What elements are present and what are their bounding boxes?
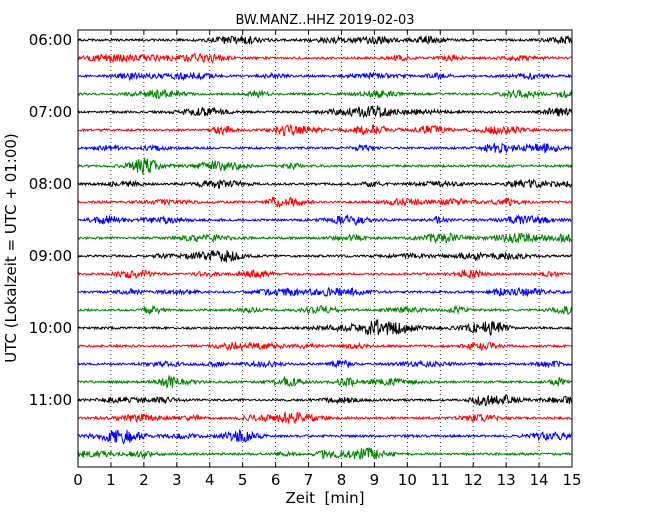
trace-line <box>77 232 572 245</box>
x-tick-label: 2 <box>139 471 149 489</box>
trace-line <box>77 178 572 189</box>
y-tick-label: 07:00 <box>29 103 72 121</box>
x-axis-label: Zeit [min] <box>285 489 364 507</box>
trace-line <box>77 71 572 82</box>
trace-line <box>77 319 572 336</box>
x-tick-label: 9 <box>370 471 380 489</box>
trace-line <box>77 124 572 137</box>
trace-line <box>77 304 572 316</box>
trace-line <box>77 341 572 352</box>
x-tick-label: 6 <box>271 471 281 489</box>
trace-line <box>77 105 572 119</box>
trace-line <box>77 157 572 175</box>
x-tick-label: 15 <box>562 471 581 489</box>
trace-line <box>77 359 572 369</box>
trace-line <box>77 269 572 280</box>
x-tick-label: 13 <box>497 471 516 489</box>
trace-line <box>77 142 572 154</box>
x-tick-label: 0 <box>73 471 83 489</box>
trace-line <box>77 394 572 407</box>
trace-line <box>77 52 572 64</box>
x-tick-label: 5 <box>238 471 248 489</box>
trace-line <box>77 286 572 298</box>
chart-title: BW.MANZ..HHZ 2019-02-03 <box>235 13 414 28</box>
x-tick-label: 12 <box>464 471 483 489</box>
trace-line <box>77 428 572 445</box>
x-tick-label: 10 <box>398 471 417 489</box>
trace-line <box>77 250 572 264</box>
y-axis-label: UTC (Lokalzeit = UTC + 01:00) <box>2 133 20 363</box>
plot-frame <box>77 29 573 468</box>
trace-line <box>77 410 572 425</box>
x-tick-label: 7 <box>304 471 314 489</box>
y-tick-label: 11:00 <box>29 391 72 409</box>
x-tick-label: 8 <box>337 471 347 489</box>
x-axis: 0 1 2 3 4 5 6 7 8 9 10 11 12 13 14 15 <box>73 30 582 489</box>
x-tick-label: 4 <box>205 471 215 489</box>
grid-lines <box>110 30 540 467</box>
trace-line <box>77 88 572 100</box>
y-tick-label: 10:00 <box>29 319 72 337</box>
traces <box>77 35 572 460</box>
x-tick-label: 1 <box>106 471 116 489</box>
trace-line <box>77 446 572 460</box>
x-tick-label: 11 <box>431 471 450 489</box>
y-tick-label: 06:00 <box>29 31 72 49</box>
y-axis: 06:00 07:00 08:00 09:00 10:00 11:00 <box>29 31 82 409</box>
x-tick-label: 14 <box>530 471 549 489</box>
trace-line <box>77 374 572 390</box>
y-tick-label: 09:00 <box>29 247 72 265</box>
trace-line <box>77 35 572 46</box>
x-tick-label: 3 <box>172 471 182 489</box>
trace-line <box>77 196 572 208</box>
trace-line <box>77 214 572 227</box>
y-tick-label: 08:00 <box>29 175 72 193</box>
